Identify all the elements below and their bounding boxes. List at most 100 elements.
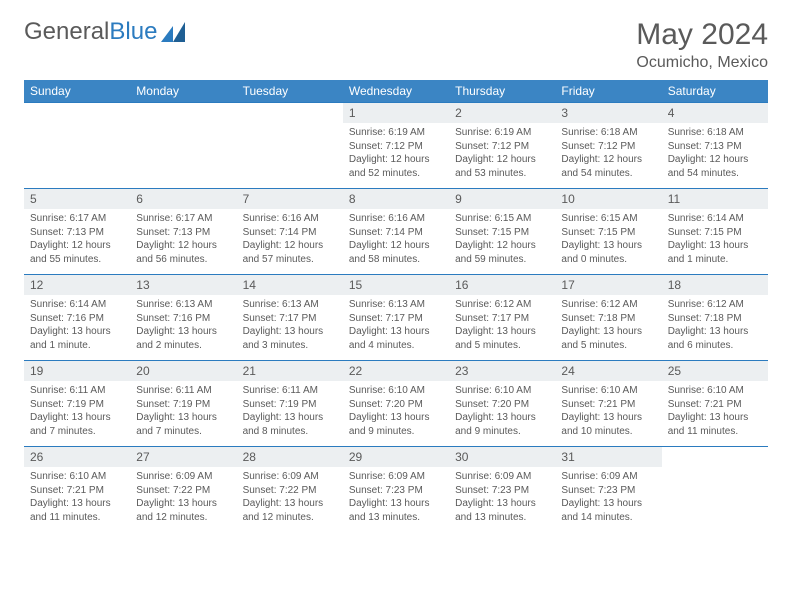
day-number: 4	[662, 103, 768, 123]
week-row: 5Sunrise: 6:17 AMSunset: 7:13 PMDaylight…	[24, 189, 768, 275]
day-number: 22	[343, 361, 449, 381]
day-cell: 22Sunrise: 6:10 AMSunset: 7:20 PMDayligh…	[343, 361, 449, 447]
day-details: Sunrise: 6:18 AMSunset: 7:12 PMDaylight:…	[555, 123, 661, 188]
day-number: 8	[343, 189, 449, 209]
day-details: Sunrise: 6:19 AMSunset: 7:12 PMDaylight:…	[449, 123, 555, 188]
logo: GeneralBlue	[24, 18, 189, 46]
day-details: Sunrise: 6:15 AMSunset: 7:15 PMDaylight:…	[555, 209, 661, 274]
day-cell: ..	[237, 103, 343, 189]
week-row: 12Sunrise: 6:14 AMSunset: 7:16 PMDayligh…	[24, 275, 768, 361]
day-number: 2	[449, 103, 555, 123]
day-details: Sunrise: 6:12 AMSunset: 7:17 PMDaylight:…	[449, 295, 555, 360]
day-details: Sunrise: 6:09 AMSunset: 7:22 PMDaylight:…	[130, 467, 236, 532]
day-details: Sunrise: 6:17 AMSunset: 7:13 PMDaylight:…	[24, 209, 130, 274]
day-cell: 16Sunrise: 6:12 AMSunset: 7:17 PMDayligh…	[449, 275, 555, 361]
day-number: 27	[130, 447, 236, 467]
day-cell: 15Sunrise: 6:13 AMSunset: 7:17 PMDayligh…	[343, 275, 449, 361]
day-cell: 24Sunrise: 6:10 AMSunset: 7:21 PMDayligh…	[555, 361, 661, 447]
week-row: ......1Sunrise: 6:19 AMSunset: 7:12 PMDa…	[24, 103, 768, 189]
weekday-header: SundayMondayTuesdayWednesdayThursdayFrid…	[24, 80, 768, 103]
day-number: 24	[555, 361, 661, 381]
day-cell: 29Sunrise: 6:09 AMSunset: 7:23 PMDayligh…	[343, 447, 449, 533]
day-cell: 27Sunrise: 6:09 AMSunset: 7:22 PMDayligh…	[130, 447, 236, 533]
day-details: Sunrise: 6:11 AMSunset: 7:19 PMDaylight:…	[130, 381, 236, 446]
day-number: 1	[343, 103, 449, 123]
day-number: 21	[237, 361, 343, 381]
day-details: Sunrise: 6:11 AMSunset: 7:19 PMDaylight:…	[237, 381, 343, 446]
day-cell: 4Sunrise: 6:18 AMSunset: 7:13 PMDaylight…	[662, 103, 768, 189]
day-cell: ..	[662, 447, 768, 533]
day-cell: 12Sunrise: 6:14 AMSunset: 7:16 PMDayligh…	[24, 275, 130, 361]
day-number: 14	[237, 275, 343, 295]
day-details: Sunrise: 6:14 AMSunset: 7:16 PMDaylight:…	[24, 295, 130, 360]
weekday-label: Saturday	[662, 80, 768, 103]
day-number: 5	[24, 189, 130, 209]
weekday-label: Monday	[130, 80, 236, 103]
day-cell: 14Sunrise: 6:13 AMSunset: 7:17 PMDayligh…	[237, 275, 343, 361]
day-details: Sunrise: 6:09 AMSunset: 7:23 PMDaylight:…	[343, 467, 449, 532]
day-number: 16	[449, 275, 555, 295]
day-cell: 11Sunrise: 6:14 AMSunset: 7:15 PMDayligh…	[662, 189, 768, 275]
day-details: Sunrise: 6:10 AMSunset: 7:20 PMDaylight:…	[343, 381, 449, 446]
day-cell: 19Sunrise: 6:11 AMSunset: 7:19 PMDayligh…	[24, 361, 130, 447]
day-number: 29	[343, 447, 449, 467]
day-cell: 13Sunrise: 6:13 AMSunset: 7:16 PMDayligh…	[130, 275, 236, 361]
day-cell: ..	[24, 103, 130, 189]
day-cell: 10Sunrise: 6:15 AMSunset: 7:15 PMDayligh…	[555, 189, 661, 275]
weekday-label: Tuesday	[237, 80, 343, 103]
day-cell: 26Sunrise: 6:10 AMSunset: 7:21 PMDayligh…	[24, 447, 130, 533]
day-cell: 5Sunrise: 6:17 AMSunset: 7:13 PMDaylight…	[24, 189, 130, 275]
day-cell: 18Sunrise: 6:12 AMSunset: 7:18 PMDayligh…	[662, 275, 768, 361]
day-cell: 6Sunrise: 6:17 AMSunset: 7:13 PMDaylight…	[130, 189, 236, 275]
day-details: Sunrise: 6:09 AMSunset: 7:23 PMDaylight:…	[449, 467, 555, 532]
day-cell: 8Sunrise: 6:16 AMSunset: 7:14 PMDaylight…	[343, 189, 449, 275]
logo-icon	[161, 22, 189, 42]
day-number: 17	[555, 275, 661, 295]
weekday-label: Thursday	[449, 80, 555, 103]
logo-text-1: General	[24, 18, 109, 46]
day-number: 28	[237, 447, 343, 467]
day-number: 31	[555, 447, 661, 467]
day-details: Sunrise: 6:13 AMSunset: 7:17 PMDaylight:…	[343, 295, 449, 360]
day-number: 10	[555, 189, 661, 209]
day-number: 13	[130, 275, 236, 295]
logo-text-2: Blue	[109, 18, 157, 46]
day-details: Sunrise: 6:10 AMSunset: 7:21 PMDaylight:…	[662, 381, 768, 446]
day-details: Sunrise: 6:14 AMSunset: 7:15 PMDaylight:…	[662, 209, 768, 274]
week-row: 19Sunrise: 6:11 AMSunset: 7:19 PMDayligh…	[24, 361, 768, 447]
month-title: May 2024	[636, 18, 768, 52]
weekday-label: Sunday	[24, 80, 130, 103]
day-number: 7	[237, 189, 343, 209]
day-details: Sunrise: 6:16 AMSunset: 7:14 PMDaylight:…	[237, 209, 343, 274]
day-number: 11	[662, 189, 768, 209]
day-cell: 30Sunrise: 6:09 AMSunset: 7:23 PMDayligh…	[449, 447, 555, 533]
week-row: 26Sunrise: 6:10 AMSunset: 7:21 PMDayligh…	[24, 447, 768, 533]
day-cell: 2Sunrise: 6:19 AMSunset: 7:12 PMDaylight…	[449, 103, 555, 189]
day-cell: 17Sunrise: 6:12 AMSunset: 7:18 PMDayligh…	[555, 275, 661, 361]
day-cell: 25Sunrise: 6:10 AMSunset: 7:21 PMDayligh…	[662, 361, 768, 447]
day-number: 23	[449, 361, 555, 381]
day-cell: 28Sunrise: 6:09 AMSunset: 7:22 PMDayligh…	[237, 447, 343, 533]
day-number: 30	[449, 447, 555, 467]
day-number: 9	[449, 189, 555, 209]
day-details: Sunrise: 6:13 AMSunset: 7:16 PMDaylight:…	[130, 295, 236, 360]
day-details: Sunrise: 6:10 AMSunset: 7:20 PMDaylight:…	[449, 381, 555, 446]
day-details: Sunrise: 6:13 AMSunset: 7:17 PMDaylight:…	[237, 295, 343, 360]
day-number: 15	[343, 275, 449, 295]
day-details: Sunrise: 6:11 AMSunset: 7:19 PMDaylight:…	[24, 381, 130, 446]
day-cell: 31Sunrise: 6:09 AMSunset: 7:23 PMDayligh…	[555, 447, 661, 533]
day-cell: 7Sunrise: 6:16 AMSunset: 7:14 PMDaylight…	[237, 189, 343, 275]
day-cell: ..	[130, 103, 236, 189]
day-number: 25	[662, 361, 768, 381]
day-cell: 1Sunrise: 6:19 AMSunset: 7:12 PMDaylight…	[343, 103, 449, 189]
day-number: 6	[130, 189, 236, 209]
day-cell: 3Sunrise: 6:18 AMSunset: 7:12 PMDaylight…	[555, 103, 661, 189]
day-cell: 20Sunrise: 6:11 AMSunset: 7:19 PMDayligh…	[130, 361, 236, 447]
day-details: Sunrise: 6:09 AMSunset: 7:23 PMDaylight:…	[555, 467, 661, 532]
day-details: Sunrise: 6:17 AMSunset: 7:13 PMDaylight:…	[130, 209, 236, 274]
calendar: SundayMondayTuesdayWednesdayThursdayFrid…	[24, 80, 768, 532]
day-number: 20	[130, 361, 236, 381]
day-cell: 23Sunrise: 6:10 AMSunset: 7:20 PMDayligh…	[449, 361, 555, 447]
day-number: 3	[555, 103, 661, 123]
day-number: 18	[662, 275, 768, 295]
